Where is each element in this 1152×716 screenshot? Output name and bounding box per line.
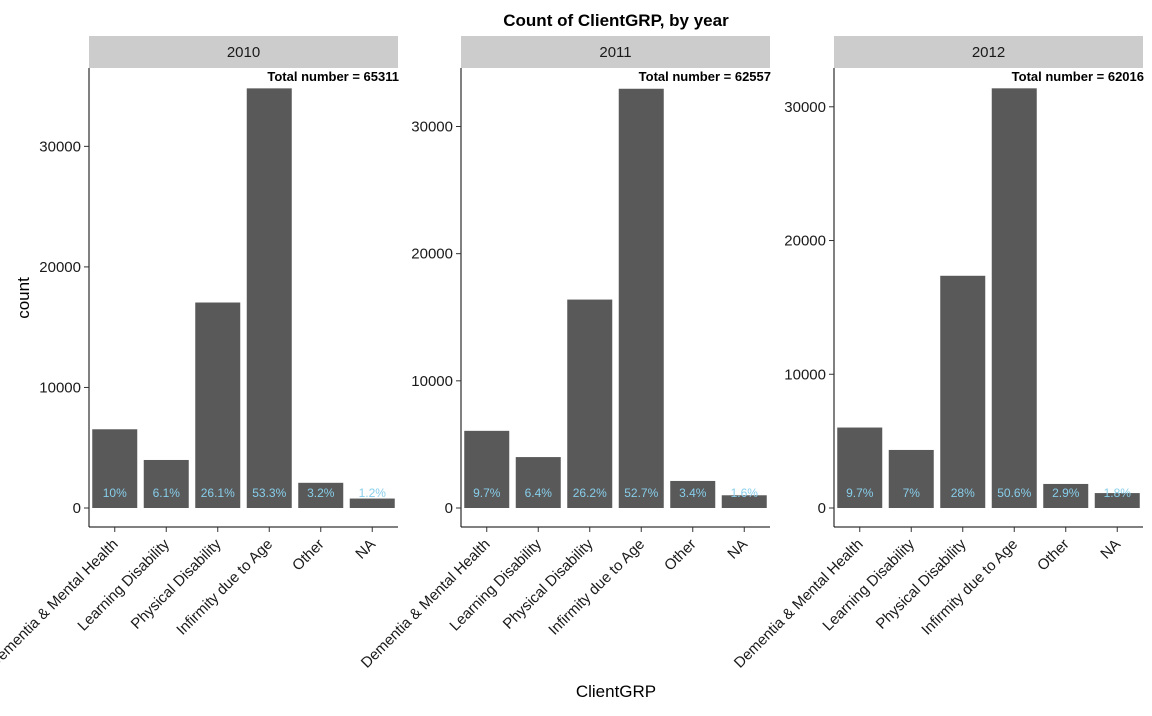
- x-tick-label: Physical Disability: [500, 535, 597, 632]
- x-tick-label: Infirmity due to Age: [918, 536, 1021, 639]
- x-tick-label: NA: [352, 536, 379, 563]
- x-tick-label: NA: [1097, 536, 1124, 563]
- y-tick-label: 20000: [784, 233, 826, 250]
- bar-infirmity-due-to-age: [618, 88, 664, 508]
- bar-learning-disability: [143, 459, 189, 508]
- percent-label: 1.6%: [731, 486, 759, 500]
- total-number-label: Total number = 65311: [267, 69, 399, 84]
- bar-na: [721, 495, 767, 508]
- y-tick-label: 20000: [411, 246, 453, 263]
- facet-strip: [89, 36, 398, 68]
- bar-physical-disability: [567, 299, 613, 508]
- x-tick-label: Infirmity due to Age: [545, 536, 648, 639]
- x-tick-label: Other: [661, 536, 700, 575]
- y-tick-label: 0: [73, 500, 81, 517]
- bar-other: [298, 482, 344, 508]
- y-tick-label: 10000: [39, 379, 81, 396]
- percent-label: 7%: [903, 486, 921, 500]
- bar-learning-disability: [888, 449, 934, 508]
- bar-na: [1094, 493, 1140, 508]
- percent-label: 53.3%: [252, 486, 286, 500]
- percent-label: 3.4%: [679, 486, 707, 500]
- bar-physical-disability: [940, 275, 986, 508]
- bar-infirmity-due-to-age: [246, 88, 292, 509]
- y-tick-label: 30000: [39, 138, 81, 155]
- y-tick-label: 30000: [784, 99, 826, 116]
- percent-label: 6.4%: [525, 486, 553, 500]
- percent-label: 52.7%: [624, 486, 658, 500]
- percent-label: 2.9%: [1052, 486, 1080, 500]
- x-tick-label: Learning Disability: [74, 535, 173, 634]
- bar-learning-disability: [515, 457, 561, 508]
- bar-dementia-mental-health: [464, 430, 510, 508]
- bar-other: [670, 480, 716, 508]
- bar-dementia-mental-health: [92, 429, 138, 508]
- percent-label: 26.2%: [573, 486, 607, 500]
- x-tick-label: Learning Disability: [446, 535, 545, 634]
- y-axis-title: count: [14, 277, 33, 319]
- x-tick-label: Physical Disability: [873, 535, 970, 632]
- facet-strip-label: 2011: [599, 44, 631, 61]
- bar-physical-disability: [195, 302, 241, 508]
- chart-title: Count of ClientGRP, by year: [503, 11, 729, 30]
- total-number-label: Total number = 62557: [639, 69, 771, 84]
- percent-label: 3.2%: [307, 486, 335, 500]
- x-tick-label: Learning Disability: [819, 535, 918, 634]
- facet-strip: [461, 36, 770, 68]
- percent-label: 6.1%: [153, 486, 181, 500]
- percent-label: 1.8%: [1104, 486, 1132, 500]
- bar-other: [1043, 483, 1089, 508]
- y-tick-label: 0: [445, 500, 453, 517]
- percent-label: 26.1%: [201, 486, 235, 500]
- x-tick-label: Physical Disability: [128, 535, 225, 632]
- facet-strip-label: 2012: [972, 44, 1005, 61]
- y-tick-label: 30000: [411, 118, 453, 135]
- x-tick-label: Infirmity due to Age: [173, 536, 276, 639]
- bar-dementia-mental-health: [837, 427, 883, 508]
- x-tick-label: Other: [289, 536, 328, 575]
- percent-label: 9.7%: [473, 486, 501, 500]
- y-tick-label: 10000: [784, 366, 826, 383]
- x-tick-label: NA: [724, 536, 751, 563]
- y-tick-label: 10000: [411, 373, 453, 390]
- y-tick-label: 20000: [39, 259, 81, 276]
- bar-infirmity-due-to-age: [991, 88, 1037, 508]
- facet-strip-label: 2010: [227, 44, 260, 61]
- percent-label: 1.2%: [359, 486, 387, 500]
- facet-strip: [834, 36, 1143, 68]
- percent-label: 50.6%: [997, 486, 1031, 500]
- percent-label: 10%: [103, 486, 127, 500]
- x-tick-label: Other: [1034, 536, 1073, 575]
- total-number-label: Total number = 62016: [1012, 69, 1144, 84]
- y-tick-label: 0: [818, 500, 826, 517]
- bar-na: [349, 498, 395, 508]
- x-axis-title: ClientGRP: [576, 682, 656, 701]
- percent-label: 28%: [951, 486, 975, 500]
- percent-label: 9.7%: [846, 486, 874, 500]
